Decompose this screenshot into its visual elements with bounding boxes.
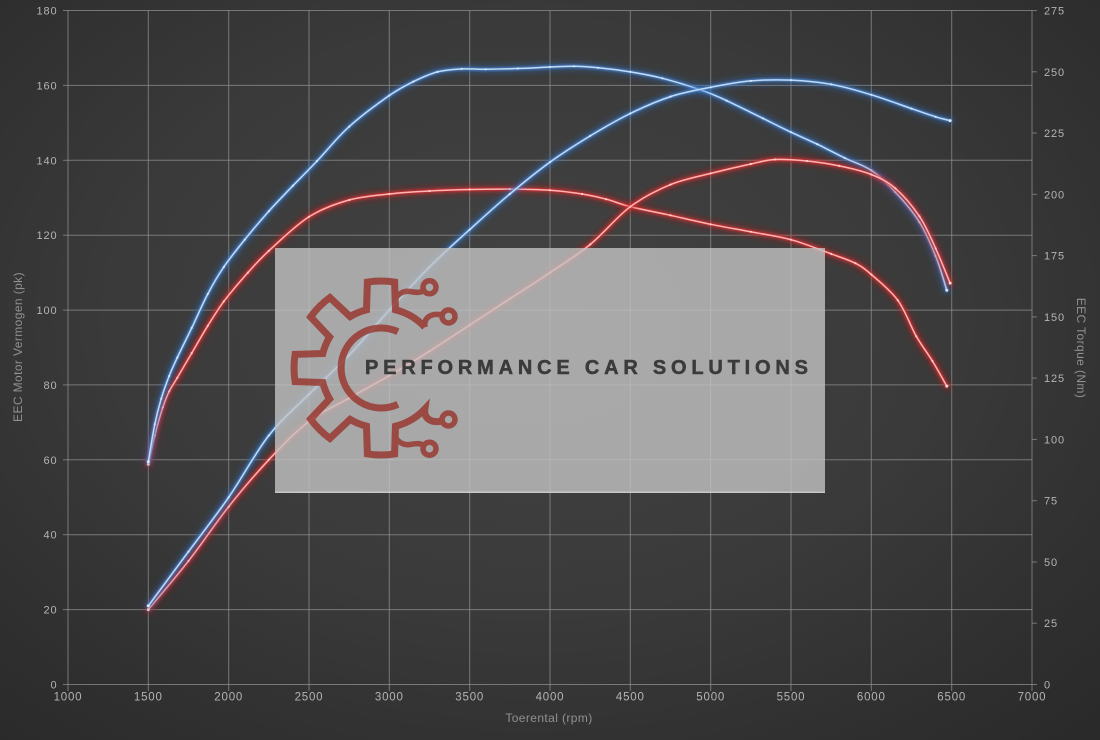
svg-text:150: 150 [1044,312,1065,324]
svg-text:175: 175 [1044,251,1065,263]
svg-text:PERFORMANCE CAR SOLUTIONS: PERFORMANCE CAR SOLUTIONS [365,357,813,379]
svg-text:40: 40 [43,530,57,542]
svg-text:5500: 5500 [777,692,806,704]
svg-text:6500: 6500 [937,692,966,704]
svg-text:3000: 3000 [375,692,404,704]
svg-text:275: 275 [1044,6,1065,18]
svg-text:25: 25 [1044,618,1058,630]
svg-text:60: 60 [43,455,57,467]
svg-text:20: 20 [43,605,57,617]
svg-text:125: 125 [1044,373,1065,385]
svg-text:0: 0 [50,680,57,692]
svg-text:225: 225 [1044,128,1065,140]
svg-text:2000: 2000 [214,692,243,704]
svg-text:5000: 5000 [696,692,725,704]
svg-text:200: 200 [1044,189,1065,201]
svg-text:250: 250 [1044,67,1065,79]
svg-text:EEC Motor Vermogen (pk): EEC Motor Vermogen (pk) [11,272,25,422]
svg-text:Toerental (rpm): Toerental (rpm) [505,711,592,725]
svg-text:120: 120 [36,230,57,242]
svg-text:0: 0 [1044,680,1051,692]
svg-text:2500: 2500 [295,692,324,704]
svg-text:75: 75 [1044,496,1058,508]
svg-text:180: 180 [36,6,57,18]
svg-text:6000: 6000 [857,692,886,704]
svg-text:1000: 1000 [54,692,83,704]
svg-text:1500: 1500 [134,692,163,704]
svg-text:50: 50 [1044,557,1058,569]
svg-text:7000: 7000 [1018,692,1047,704]
svg-text:160: 160 [36,80,57,92]
svg-text:140: 140 [36,155,57,167]
svg-text:3500: 3500 [455,692,484,704]
svg-text:4000: 4000 [536,692,565,704]
svg-text:80: 80 [43,380,57,392]
svg-text:100: 100 [1044,434,1065,446]
svg-text:100: 100 [36,305,57,317]
svg-text:EEC Torque (Nm): EEC Torque (Nm) [1074,298,1088,398]
svg-text:4500: 4500 [616,692,645,704]
